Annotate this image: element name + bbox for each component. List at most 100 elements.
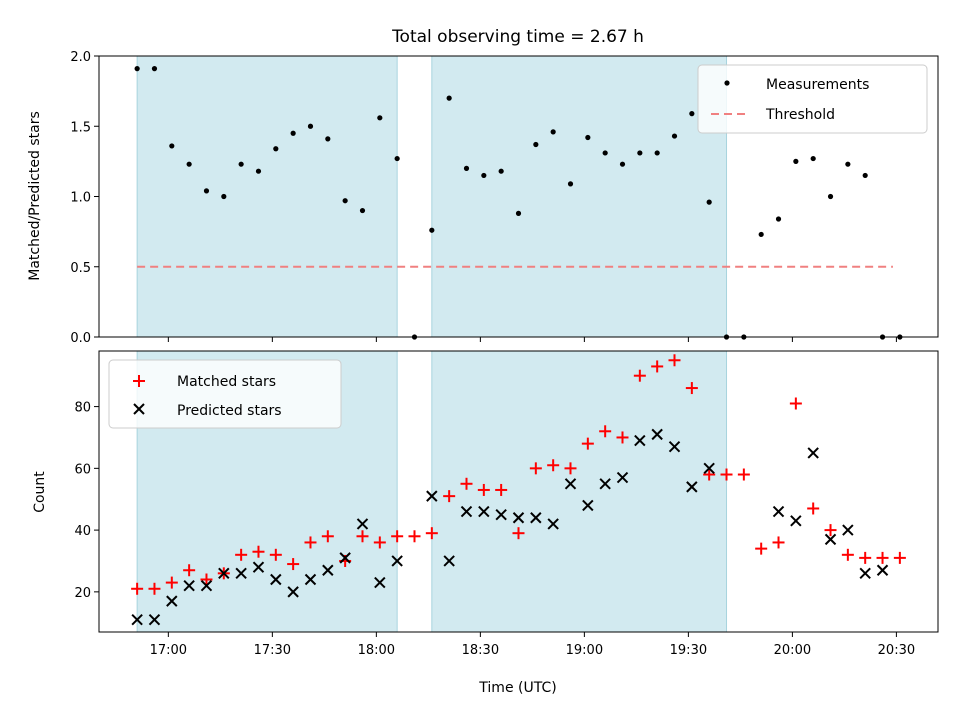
predicted-star-point (235, 567, 247, 580)
measurement-point (429, 227, 435, 233)
measurement-point (706, 199, 712, 205)
predicted-star-point (339, 552, 351, 564)
measurement-point (325, 136, 331, 142)
y-tick-label: 80 (74, 401, 91, 416)
top-y-ticks: 0.0 0.5 1.0 1.5 2.0 (70, 50, 99, 346)
matched-star-point (841, 548, 854, 561)
measurement-point (255, 168, 262, 174)
predicted-star-point (599, 478, 611, 490)
predicted-star-point (634, 434, 646, 447)
measurement-point (567, 181, 574, 187)
predicted-star-point (218, 567, 230, 580)
x-tick-label: 17:00 (150, 643, 187, 658)
y-tick-label: 1.0 (70, 191, 91, 206)
predicted-star-point (807, 447, 819, 459)
predicted-star-point (859, 567, 871, 580)
measurement-point (602, 150, 608, 156)
matched-star-point (235, 548, 248, 561)
measurement-point (793, 158, 799, 164)
x-tick-label: 18:00 (358, 643, 395, 658)
measurement-point (290, 130, 296, 136)
legend-matched-marker (133, 375, 145, 387)
measurement-point (169, 143, 175, 149)
bottom-legend: Matched stars Predicted stars (108, 359, 342, 429)
measurement-point (654, 150, 660, 156)
predicted-star-point (322, 564, 334, 576)
x-tick-label: 18:30 (462, 643, 499, 658)
matched-star-point (581, 437, 594, 450)
top-legend: Measurements Threshold (697, 64, 928, 134)
predicted-star-point (668, 441, 681, 453)
measurement-point (671, 133, 678, 139)
matched-star-point (668, 354, 681, 367)
measurement-point (446, 95, 452, 101)
measurement-point (550, 129, 556, 135)
top-legend-box (697, 64, 928, 134)
figure-title: Total observing time = 2.67 h (391, 27, 644, 47)
matched-star-point (391, 530, 404, 543)
x-axis-label: Time (UTC) (478, 680, 556, 696)
measurement-points (134, 66, 903, 340)
predicted-star-point (512, 512, 525, 524)
measurement-point (637, 150, 643, 156)
measurement-point (845, 161, 851, 167)
matched-star-point (460, 477, 473, 490)
measurement-point (221, 193, 227, 200)
matched-star-point (737, 468, 750, 481)
bottom-x-ticks: 17:00 17:30 18:00 18:30 19:00 19:30 20:00 20:30 (150, 632, 915, 658)
legend-measurements-label: Measurements (766, 77, 869, 93)
measurement-point (151, 66, 158, 72)
x-tick-label: 20:30 (878, 643, 915, 658)
matched-star-point (373, 536, 386, 549)
y-tick-label: 0.0 (70, 331, 91, 346)
shaded-interval-1 (431, 350, 728, 633)
matched-star-point (859, 551, 872, 564)
measurement-point (619, 161, 626, 167)
shaded-interval-1 (431, 55, 728, 338)
matched-star-point (772, 536, 785, 549)
matched-star-point (183, 564, 196, 577)
measurement-point (533, 141, 539, 148)
matched-star-point (807, 502, 820, 515)
matched-star-point (547, 459, 560, 472)
matched-star-point (148, 582, 161, 595)
measurement-point (463, 165, 470, 171)
measurement-point (342, 198, 348, 204)
legend-threshold-label: Threshold (765, 107, 835, 123)
top-shaded-intervals (136, 55, 728, 338)
predicted-star-point (183, 579, 195, 592)
matched-star-point (824, 524, 837, 537)
predicted-star-point (252, 561, 265, 573)
measurement-point (307, 123, 314, 129)
matched-star-point (269, 548, 282, 561)
matched-star-point (651, 360, 664, 373)
matched-star-point (356, 530, 369, 543)
predicted-star-point (547, 518, 559, 530)
predicted-star-point (443, 555, 455, 567)
x-tick-label: 19:30 (670, 643, 707, 658)
measurement-point (394, 155, 400, 162)
shaded-interval-0 (136, 55, 398, 338)
predicted-star-point (824, 533, 837, 546)
bottom-y-ticks: 20 40 60 80 (74, 401, 99, 601)
bottom-legend-box (108, 359, 342, 429)
matched-star-point (789, 397, 802, 410)
matched-star-point (564, 462, 577, 475)
matched-star-point (633, 369, 646, 382)
predicted-star-point (582, 499, 594, 512)
bottom-y-axis-label: Count (32, 471, 48, 513)
matched-star-point (252, 545, 265, 558)
matched-star-point (425, 527, 438, 540)
predicted-star-point (495, 508, 507, 521)
predicted-star-point (148, 613, 161, 626)
matched-star-point (200, 573, 213, 586)
legend-predicted-marker (133, 403, 145, 415)
matched-star-point (321, 530, 334, 543)
measurement-point (862, 172, 868, 179)
matched-star-point (529, 462, 542, 475)
measurement-point (498, 168, 504, 174)
predicted-star-point (131, 613, 143, 626)
matched-star-point (443, 490, 456, 503)
predicted-star-point (200, 579, 213, 592)
